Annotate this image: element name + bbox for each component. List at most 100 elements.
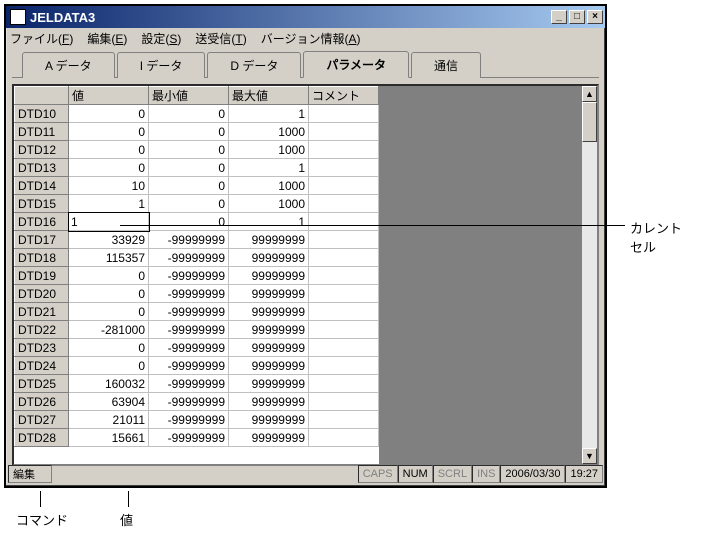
cell-comment[interactable]	[309, 357, 379, 375]
cell[interactable]: 0	[149, 123, 229, 141]
cell-comment[interactable]	[309, 123, 379, 141]
cell[interactable]: 115357	[69, 249, 149, 267]
cell[interactable]: 0	[149, 159, 229, 177]
row-header[interactable]: DTD15	[15, 195, 69, 213]
cell[interactable]: 99999999	[229, 231, 309, 249]
row-header[interactable]: DTD27	[15, 411, 69, 429]
cell[interactable]: 1	[69, 195, 149, 213]
cell-comment[interactable]	[309, 195, 379, 213]
cell[interactable]: 1000	[229, 195, 309, 213]
cell[interactable]: -99999999	[149, 375, 229, 393]
cell[interactable]: -99999999	[149, 411, 229, 429]
cell[interactable]: 99999999	[229, 249, 309, 267]
cell-comment[interactable]	[309, 285, 379, 303]
cell[interactable]: 1000	[229, 123, 309, 141]
cell[interactable]: 0	[69, 105, 149, 123]
cell-comment[interactable]	[309, 267, 379, 285]
cell[interactable]: 0	[69, 339, 149, 357]
tab[interactable]: パラメータ	[303, 51, 409, 78]
row-header[interactable]: DTD13	[15, 159, 69, 177]
vertical-scrollbar[interactable]: ▲ ▼	[581, 86, 597, 464]
cell-comment[interactable]	[309, 321, 379, 339]
cell[interactable]: 63904	[69, 393, 149, 411]
column-header[interactable]: 最大値	[229, 87, 309, 105]
cell[interactable]: 99999999	[229, 303, 309, 321]
row-header[interactable]: DTD17	[15, 231, 69, 249]
menu-item[interactable]: 編集(E)	[87, 30, 127, 47]
cell[interactable]: 99999999	[229, 267, 309, 285]
menu-item[interactable]: 送受信(T)	[195, 30, 246, 47]
cell[interactable]: 0	[69, 123, 149, 141]
cell[interactable]: 0	[69, 285, 149, 303]
scroll-down-button[interactable]: ▼	[582, 448, 597, 464]
close-button[interactable]: ×	[587, 10, 603, 24]
cell[interactable]: 0	[149, 141, 229, 159]
cell[interactable]: 1000	[229, 177, 309, 195]
cell-comment[interactable]	[309, 177, 379, 195]
cell-comment[interactable]	[309, 339, 379, 357]
cell-comment[interactable]	[309, 411, 379, 429]
cell-comment[interactable]	[309, 141, 379, 159]
cell[interactable]: 0	[69, 159, 149, 177]
cell-comment[interactable]	[309, 159, 379, 177]
minimize-button[interactable]: _	[551, 10, 567, 24]
cell[interactable]: -99999999	[149, 231, 229, 249]
cell[interactable]: -99999999	[149, 357, 229, 375]
row-header[interactable]: DTD24	[15, 357, 69, 375]
menu-item[interactable]: ファイル(F)	[10, 30, 73, 47]
cell-comment[interactable]	[309, 393, 379, 411]
cell[interactable]: 1	[229, 159, 309, 177]
cell-comment[interactable]	[309, 429, 379, 447]
row-header[interactable]: DTD12	[15, 141, 69, 159]
cell[interactable]: 0	[149, 195, 229, 213]
cell[interactable]: 0	[149, 177, 229, 195]
row-header[interactable]: DTD28	[15, 429, 69, 447]
cell[interactable]: -99999999	[149, 339, 229, 357]
tab[interactable]: 通信	[411, 52, 481, 78]
cell[interactable]: 0	[69, 267, 149, 285]
row-header[interactable]: DTD22	[15, 321, 69, 339]
row-header[interactable]: DTD23	[15, 339, 69, 357]
cell-comment[interactable]	[309, 105, 379, 123]
cell[interactable]: 99999999	[229, 375, 309, 393]
row-header[interactable]: DTD14	[15, 177, 69, 195]
cell[interactable]: 99999999	[229, 321, 309, 339]
scroll-up-button[interactable]: ▲	[582, 86, 597, 102]
column-header[interactable]: コメント	[309, 87, 379, 105]
cell[interactable]: -99999999	[149, 321, 229, 339]
cell[interactable]: 99999999	[229, 411, 309, 429]
cell-comment[interactable]	[309, 249, 379, 267]
row-header[interactable]: DTD18	[15, 249, 69, 267]
cell[interactable]: 15661	[69, 429, 149, 447]
cell[interactable]: 10	[69, 177, 149, 195]
cell-comment[interactable]	[309, 303, 379, 321]
cell[interactable]: -99999999	[149, 393, 229, 411]
column-header[interactable]: 値	[69, 87, 149, 105]
row-header[interactable]: DTD16	[15, 213, 69, 231]
maximize-button[interactable]: □	[569, 10, 585, 24]
cell[interactable]: -99999999	[149, 429, 229, 447]
row-header[interactable]: DTD20	[15, 285, 69, 303]
menu-item[interactable]: 設定(S)	[141, 30, 181, 47]
cell[interactable]: 21011	[69, 411, 149, 429]
row-header[interactable]: DTD11	[15, 123, 69, 141]
cell[interactable]: 33929	[69, 231, 149, 249]
row-header[interactable]: DTD10	[15, 105, 69, 123]
cell[interactable]: 99999999	[229, 357, 309, 375]
cell[interactable]: 160032	[69, 375, 149, 393]
cell-comment[interactable]	[309, 375, 379, 393]
cell[interactable]: -99999999	[149, 249, 229, 267]
cell[interactable]: 1	[229, 213, 309, 231]
scroll-thumb[interactable]	[582, 102, 597, 142]
cell[interactable]: 0	[149, 213, 229, 231]
cell[interactable]: 99999999	[229, 393, 309, 411]
menu-item[interactable]: バージョン情報(A)	[261, 30, 361, 47]
cell-comment[interactable]	[309, 231, 379, 249]
cell[interactable]: 0	[69, 141, 149, 159]
row-header[interactable]: DTD19	[15, 267, 69, 285]
cell[interactable]: 99999999	[229, 429, 309, 447]
row-header[interactable]: DTD21	[15, 303, 69, 321]
cell[interactable]: -281000	[69, 321, 149, 339]
tab[interactable]: D データ	[207, 52, 301, 78]
tab[interactable]: A データ	[22, 52, 115, 78]
